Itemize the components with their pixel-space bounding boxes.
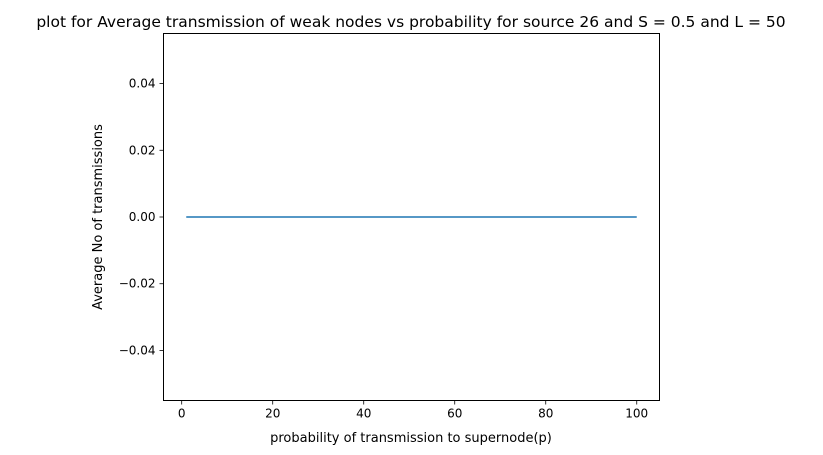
x-tick-label: 60 bbox=[447, 407, 462, 421]
x-axis-ticks: 0 20 40 60 80 100 bbox=[178, 400, 648, 421]
x-tick-label: 100 bbox=[625, 407, 648, 421]
y-tick-label: 0.00 bbox=[129, 210, 156, 224]
x-tick-label: 40 bbox=[356, 407, 371, 421]
y-axis-ticks: −0.04 −0.02 0.00 0.02 0.04 bbox=[119, 77, 164, 357]
chart-title: plot for Average transmission of weak no… bbox=[36, 13, 785, 31]
x-axis-label: probability of transmission to supernode… bbox=[270, 431, 552, 446]
x-tick-label: 20 bbox=[265, 407, 280, 421]
y-tick-label: −0.04 bbox=[119, 343, 156, 357]
y-tick-label: 0.04 bbox=[129, 77, 156, 91]
y-axis-label: Average No of transmissions bbox=[91, 124, 106, 310]
x-tick-label: 80 bbox=[538, 407, 553, 421]
x-tick-label: 0 bbox=[178, 407, 186, 421]
y-tick-label: −0.02 bbox=[119, 277, 156, 291]
y-tick-label: 0.02 bbox=[129, 143, 156, 157]
